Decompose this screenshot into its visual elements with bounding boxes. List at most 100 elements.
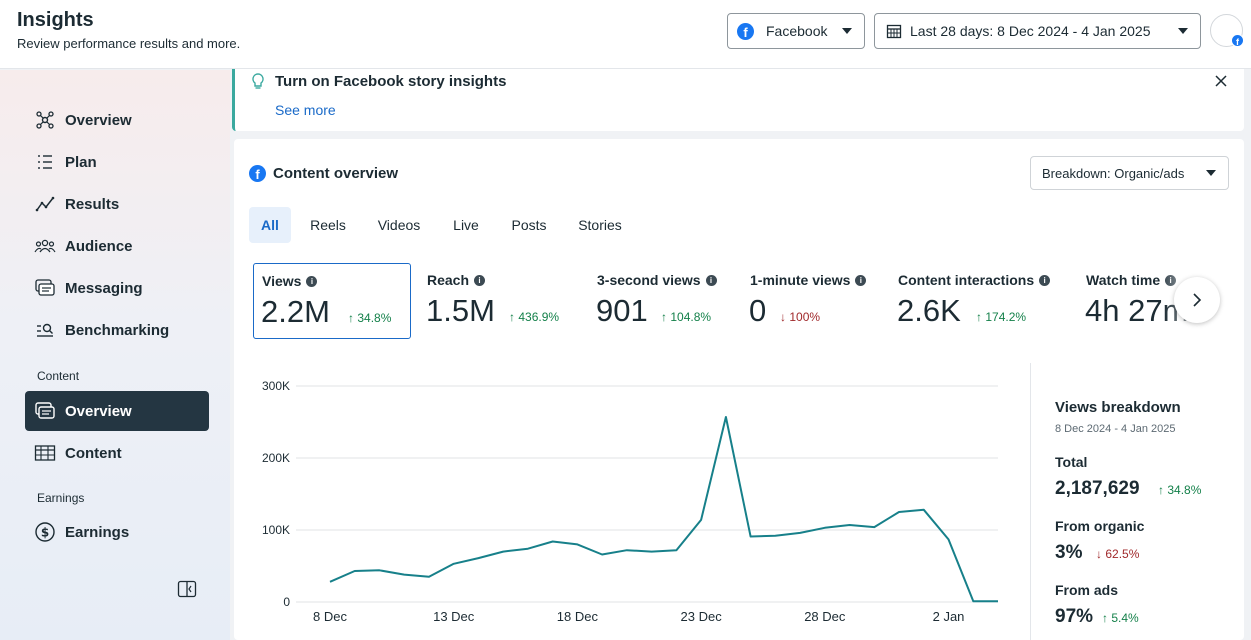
metric-reach[interactable]: Reach i 1.5M ↑ 436.9% (419, 263, 579, 339)
ads-label: From ads (1055, 582, 1119, 598)
total-delta: ↑ 34.8% (1158, 483, 1201, 497)
panel-divider (1030, 363, 1031, 640)
x-tick-label: 28 Dec (804, 609, 846, 624)
arrow-up-icon: ↑ (509, 310, 515, 324)
metric-delta-value: 100% (789, 310, 821, 324)
metric-delta-value: 104.8% (670, 310, 712, 324)
metric-delta: ↑ 436.9% (509, 310, 559, 324)
svg-text:$: $ (41, 526, 49, 540)
metric-label: Content interactions i (898, 272, 1051, 288)
metric-label-text: Reach (427, 272, 470, 288)
metric-value: 0 (749, 293, 767, 328)
arrow-up-icon: ↑ (348, 311, 354, 325)
x-tick-label: 2 Jan (933, 609, 965, 624)
metric-label-text: Content interactions (898, 272, 1035, 288)
info-icon: i (1039, 274, 1051, 286)
metric-3-second-views[interactable]: 3-second views i 901 ↑ 104.8% (589, 263, 739, 339)
sidebar-item-label: Overview (65, 111, 132, 129)
caret-down-icon (1206, 170, 1216, 176)
content-overview-icon (34, 400, 56, 422)
sidebar-item-label: Results (65, 195, 120, 213)
sidebar-item-plan[interactable]: Plan (25, 142, 209, 182)
page-title: Insights (17, 9, 94, 31)
x-tick-label: 8 Dec (313, 609, 347, 624)
views-line-chart: 0 100K 200K 300K 8 Dec 13 Dec 18 Dec 23 Dec 28 D… (262, 379, 999, 624)
arrow-down-icon: ↓ (1096, 547, 1102, 561)
x-tick-label: 23 Dec (681, 609, 723, 624)
total-value: 2,187,629 (1055, 478, 1140, 499)
sidebar-item-label: Plan (65, 153, 97, 171)
facebook-badge-icon: f (1231, 34, 1244, 47)
metric-content-interactions[interactable]: Content interactions i 2.6K ↑ 174.2% (890, 263, 1070, 339)
ads-value: 97% (1055, 606, 1094, 627)
banner-title: Turn on Facebook story insights (275, 73, 507, 90)
table-icon (34, 442, 56, 464)
arrow-up-icon: ↑ (976, 310, 982, 324)
metric-label-text: 1-minute views (750, 272, 851, 288)
caret-down-icon (1178, 28, 1188, 34)
tab-reels[interactable]: Reels (310, 217, 346, 233)
sidebar-item-label: Messaging (65, 279, 143, 297)
platform-dropdown[interactable]: f Facebook (727, 13, 865, 49)
trend-line-icon (34, 193, 56, 215)
benchmark-icon (34, 319, 56, 341)
tab-videos[interactable]: Videos (377, 217, 421, 233)
metric-value: 2.6K (897, 293, 961, 328)
sidebar-item-benchmarking[interactable]: Benchmarking (25, 310, 209, 350)
sidebar-item-label: Audience (65, 237, 133, 255)
metric-views[interactable]: Views i 2.2M ↑ 34.8% (253, 263, 411, 339)
sidebar-item-label: Benchmarking (65, 321, 170, 339)
sidebar-item-content-overview[interactable]: Overview (25, 391, 209, 431)
facebook-icon: f (249, 165, 266, 182)
content-overview-card: f Content overview Breakdown: Organic/ad… (234, 139, 1244, 640)
close-icon[interactable] (1213, 73, 1229, 89)
lightbulb-icon (250, 72, 266, 92)
sidebar-item-content[interactable]: Content (25, 433, 209, 473)
total-delta-value: 34.8% (1167, 483, 1202, 497)
ads-delta-value: 5.4% (1111, 611, 1139, 625)
section-label-content: Content (37, 369, 80, 383)
organic-delta-value: 62.5% (1105, 547, 1140, 561)
views-breakdown-title: Views breakdown (1055, 399, 1181, 416)
tab-all[interactable]: All (249, 207, 291, 243)
metric-label-text: Views (262, 273, 302, 289)
date-range-label: Last 28 days: 8 Dec 2024 - 4 Jan 2025 (910, 23, 1151, 39)
sidebar-item-overview[interactable]: Overview (25, 100, 209, 140)
arrow-down-icon: ↓ (780, 310, 786, 324)
sidebar-item-label: Overview (65, 402, 132, 420)
arrow-up-icon: ↑ (1158, 483, 1164, 497)
people-icon (34, 235, 56, 257)
metric-delta: ↓ 100% (780, 310, 820, 324)
story-insights-banner: Turn on Facebook story insights See more (232, 69, 1244, 131)
collapse-sidebar-icon[interactable] (177, 580, 197, 598)
info-icon: i (705, 274, 717, 286)
sidebar-item-label: Earnings (65, 523, 130, 541)
total-label: Total (1055, 454, 1088, 470)
sidebar-item-label: Content (65, 444, 122, 462)
sidebar-item-results[interactable]: Results (25, 184, 209, 224)
next-metrics-button[interactable] (1174, 277, 1220, 323)
page-subtitle: Review performance results and more. (17, 36, 241, 51)
platform-dropdown-label: Facebook (766, 23, 828, 39)
info-icon: i (474, 274, 486, 286)
breakdown-dropdown[interactable]: Breakdown: Organic/ads (1030, 156, 1229, 190)
tab-stories[interactable]: Stories (578, 217, 622, 233)
tab-live[interactable]: Live (453, 217, 479, 233)
sidebar-item-messaging[interactable]: Messaging (25, 268, 209, 308)
metric-label: Watch timei (1086, 272, 1177, 288)
calendar-icon (886, 24, 902, 39)
y-tick-label: 300K (262, 379, 290, 393)
messaging-icon (34, 277, 56, 299)
avatar[interactable]: f (1210, 14, 1244, 47)
see-more-link[interactable]: See more (275, 102, 336, 118)
y-tick-label: 200K (262, 451, 290, 465)
tab-posts[interactable]: Posts (511, 217, 547, 233)
organic-delta: ↓ 62.5% (1096, 547, 1139, 561)
date-range-dropdown[interactable]: Last 28 days: 8 Dec 2024 - 4 Jan 2025 (874, 13, 1201, 49)
metric-1-minute-views[interactable]: 1-minute views i 0 ↓ 100% (742, 263, 882, 339)
list-icon (34, 151, 56, 173)
section-label-earnings: Earnings (37, 491, 85, 505)
sidebar-item-earnings[interactable]: $ Earnings (25, 512, 209, 552)
sidebar-item-audience[interactable]: Audience (25, 226, 209, 266)
ads-delta: ↑ 5.4% (1102, 611, 1139, 625)
